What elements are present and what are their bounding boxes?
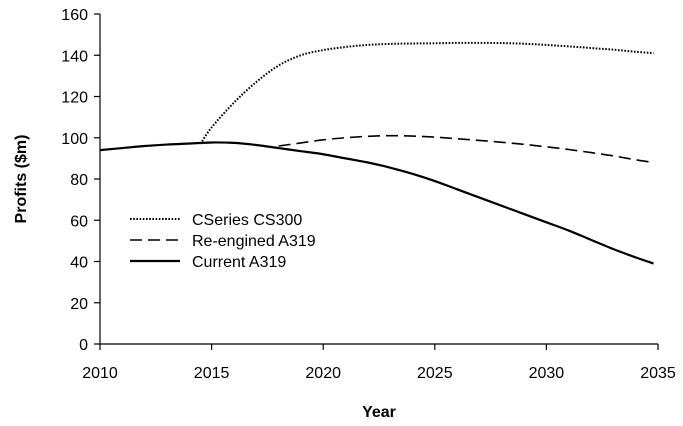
axes-layer (99, 14, 658, 345)
x-axis-title: Year (362, 404, 396, 421)
y-tick-label: 60 (70, 213, 88, 230)
legend-label-2: Current A319 (192, 254, 286, 271)
y-tick-label: 160 (61, 7, 88, 24)
legend-label-1: Re-engined A319 (192, 233, 316, 250)
x-tick-label: 2020 (305, 365, 341, 382)
x-tick-label: 2035 (640, 365, 676, 382)
y-tick-label: 80 (70, 172, 88, 189)
y-tick-label: 0 (79, 337, 88, 354)
legend-label-0: CSeries CS300 (192, 212, 302, 229)
series-layer (99, 41, 654, 265)
legend: CSeries CS300 Re-engined A319 Current A319 (130, 212, 316, 271)
x-tick-label: 2025 (417, 365, 453, 382)
ticks-layer: 0 20 40 60 80 100 120 140 160 2010 2015 2020 2025 203… (61, 7, 676, 382)
x-tick-label: 2015 (194, 365, 230, 382)
y-tick-label: 20 (70, 296, 88, 313)
x-tick-label: 2030 (529, 365, 565, 382)
y-axis-title: Profits ($m) (13, 135, 30, 224)
y-tick-label: 140 (61, 48, 88, 65)
series-line-1 (278, 134, 654, 164)
x-tick-label: 2010 (82, 365, 118, 382)
series-line-0 (199, 41, 654, 145)
series-line-2 (99, 141, 654, 265)
y-tick-label: 100 (61, 131, 88, 148)
y-tick-label: 40 (70, 255, 88, 272)
y-tick-label: 120 (61, 90, 88, 107)
